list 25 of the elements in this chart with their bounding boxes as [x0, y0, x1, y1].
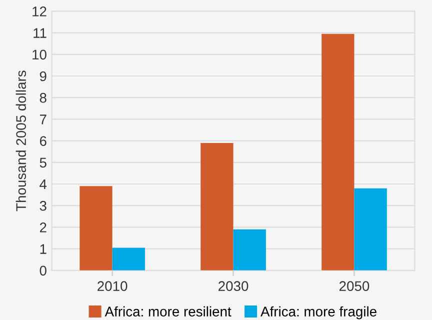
x-tick-label: 2030: [218, 281, 248, 292]
x-tick-label: 2010: [98, 281, 128, 292]
bar: [322, 34, 354, 270]
y-tick-label: 9: [40, 71, 46, 82]
legend-label: Africa: more resilient: [104, 306, 232, 317]
y-axis-title: Thousand 2005 dollars: [16, 70, 26, 212]
bar: [112, 248, 145, 270]
x-tick-label: 2050: [339, 281, 370, 292]
y-tick-label: 2: [40, 222, 46, 232]
y-tick-label: 0: [40, 266, 46, 276]
y-tick-label: 8: [40, 92, 46, 103]
y-tick-label: 6: [40, 136, 46, 146]
legend-label: Africa: more fragile: [260, 306, 376, 320]
y-tick-label: 12: [32, 6, 46, 16]
y-tick-label: 11: [34, 28, 46, 38]
bar: [200, 142, 234, 270]
y-tick-label: 10: [32, 50, 46, 60]
y-tick-label: 7: [40, 114, 46, 124]
y-tick-label: 3: [40, 200, 46, 211]
y-tick-label: 5: [40, 158, 46, 168]
bar: [80, 186, 112, 270]
y-tick-label: 4: [40, 179, 47, 190]
bar: [354, 188, 387, 270]
bar: [233, 229, 266, 270]
y-tick-label: 1: [40, 244, 46, 254]
